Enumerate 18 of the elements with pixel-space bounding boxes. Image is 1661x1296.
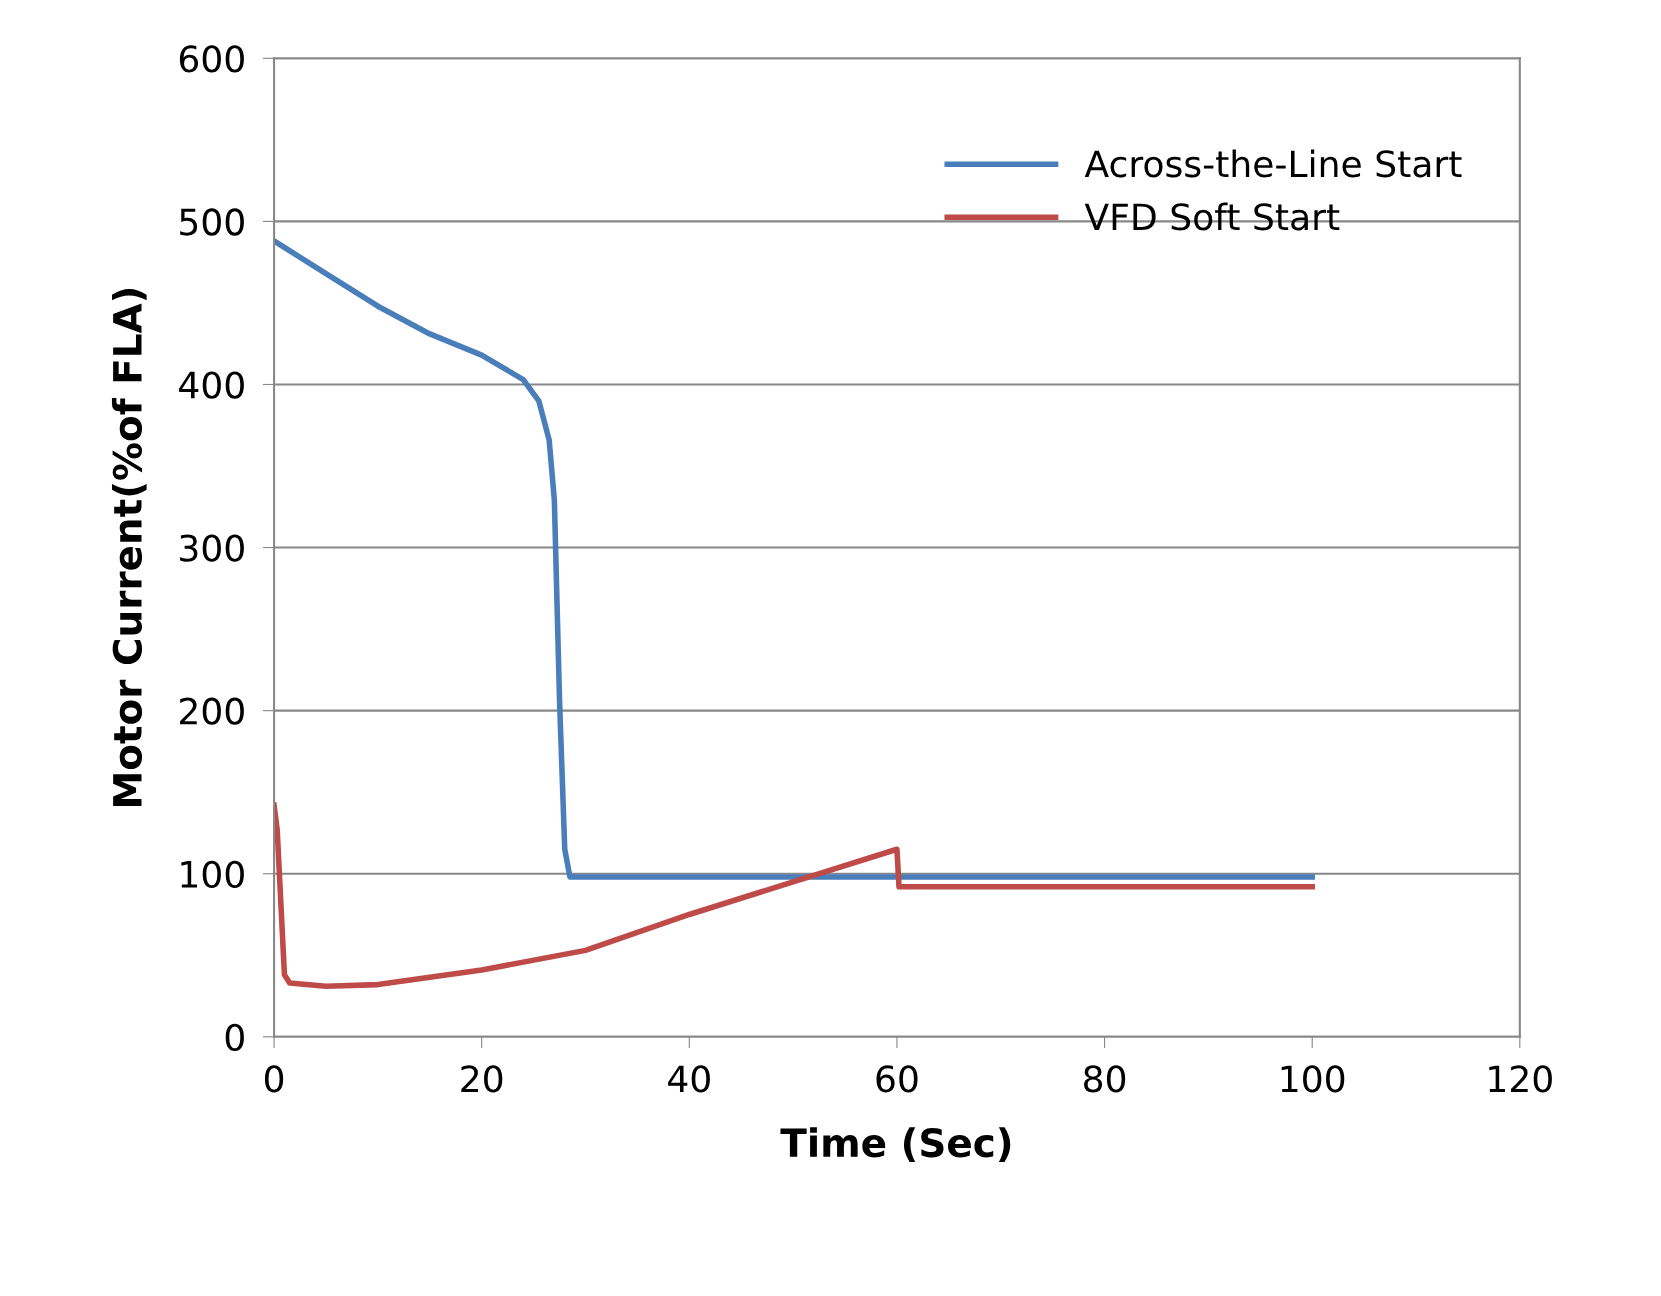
x-tick-label: 120 — [1489, 1065, 1552, 1093]
y-axis-title: Motor Current(%of FLA) — [111, 289, 147, 806]
y-tick-label: 0 — [225, 1023, 244, 1052]
x-tick-label: 60 — [876, 1065, 918, 1093]
x-tick-label: 40 — [668, 1065, 710, 1093]
y-tick-label: 200 — [180, 697, 244, 725]
legend-label: Across-the-Line Start — [1084, 149, 1462, 178]
x-tick-label: 20 — [461, 1065, 503, 1093]
x-tick-label: 100 — [1281, 1065, 1345, 1093]
y-tick-label: 600 — [179, 45, 244, 73]
y-tick-label: 400 — [179, 371, 244, 399]
y-tick-label: 500 — [180, 208, 244, 236]
x-tick-label: 80 — [1084, 1065, 1126, 1093]
legend-label: VFD Soft Start — [1084, 202, 1340, 231]
y-tick-label: 100 — [181, 860, 244, 888]
y-tick-label: 300 — [180, 534, 244, 562]
x-tick-label: 0 — [264, 1065, 284, 1093]
x-axis-title: Time (Sec) — [780, 1127, 1011, 1162]
